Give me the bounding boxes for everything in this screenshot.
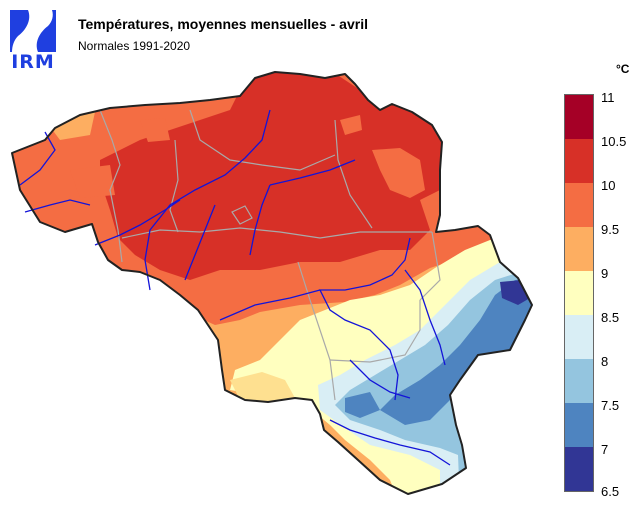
province-line-namur-luxembourg <box>329 300 421 363</box>
legend-tick-10: 10 <box>601 178 616 193</box>
legend-box-8.5-9 <box>565 271 593 315</box>
logo-right-shape <box>36 10 56 52</box>
legend-tick-10.5: 10.5 <box>601 134 627 149</box>
province-line-brabant <box>121 227 432 239</box>
province-line-antwerp <box>189 109 336 171</box>
legend-box-10.5-11 <box>565 95 593 139</box>
map-subtitle: Normales 1991-2020 <box>78 39 191 53</box>
legend-tick-8: 8 <box>601 354 609 369</box>
province-line-limburg <box>334 119 373 229</box>
zone-7-7.5-ardennes <box>345 392 380 418</box>
legend-box-9-9.5 <box>565 227 593 271</box>
river-sambre <box>219 289 321 321</box>
river-semois <box>329 419 451 466</box>
province-line-brussels <box>231 205 253 225</box>
legend-box-9.5-10 <box>565 183 593 227</box>
zone-9.5-10-north-east <box>372 148 425 198</box>
province-line-hainaut-namur <box>297 261 336 401</box>
zone-10-10.5 <box>100 72 450 280</box>
legend-tick-9: 9 <box>601 266 609 281</box>
legend-tick-7.5: 7.5 <box>601 398 620 413</box>
temperature-zones <box>12 72 532 494</box>
logo-text: IRM <box>11 51 55 73</box>
legend-box-7.5-8 <box>565 359 593 403</box>
zone-7-7.5 <box>380 278 532 425</box>
legend-box-7-7.5 <box>565 403 593 447</box>
legend-box-10-10.5 <box>565 139 593 183</box>
map-title: Températures, moyennes mensuelles - avri… <box>78 16 368 32</box>
zone-9.5-10-north <box>340 115 362 135</box>
river-yser <box>24 199 91 213</box>
belgium-border <box>11 71 533 495</box>
province-line-oost-vlaanderen <box>169 139 179 233</box>
river-lesse <box>349 359 411 399</box>
belgium-temperature-map <box>11 71 533 495</box>
legend-box-6.5-7 <box>565 447 593 491</box>
legend-tick-7: 7 <box>601 442 609 457</box>
river-meuse <box>318 237 411 401</box>
zone-9.5-10-west <box>140 118 170 142</box>
legend-unit: °C <box>616 62 630 76</box>
legend-tick-8.5: 8.5 <box>601 310 620 325</box>
color-legend <box>564 94 594 492</box>
legend-tick-11: 11 <box>601 90 615 105</box>
logo-left-shape <box>10 10 30 52</box>
legend-tick-6.5: 6.5 <box>601 484 620 499</box>
rivers <box>19 109 451 466</box>
river-scheldt <box>144 109 271 291</box>
river-leie <box>94 199 181 246</box>
irm-logo <box>10 10 56 52</box>
river-ourthe <box>404 269 446 366</box>
legend-tick-9.5: 9.5 <box>601 222 620 237</box>
river-dender <box>184 204 216 281</box>
zone-9.5-10-coast <box>70 165 115 198</box>
river-canal-north <box>19 131 56 186</box>
river-dijle <box>249 184 271 256</box>
province-boundaries <box>99 109 441 401</box>
province-line-liege <box>419 231 441 301</box>
legend-box-8-8.5 <box>565 315 593 359</box>
zone-9-9.5-south <box>230 372 295 402</box>
river-demer <box>269 159 356 186</box>
